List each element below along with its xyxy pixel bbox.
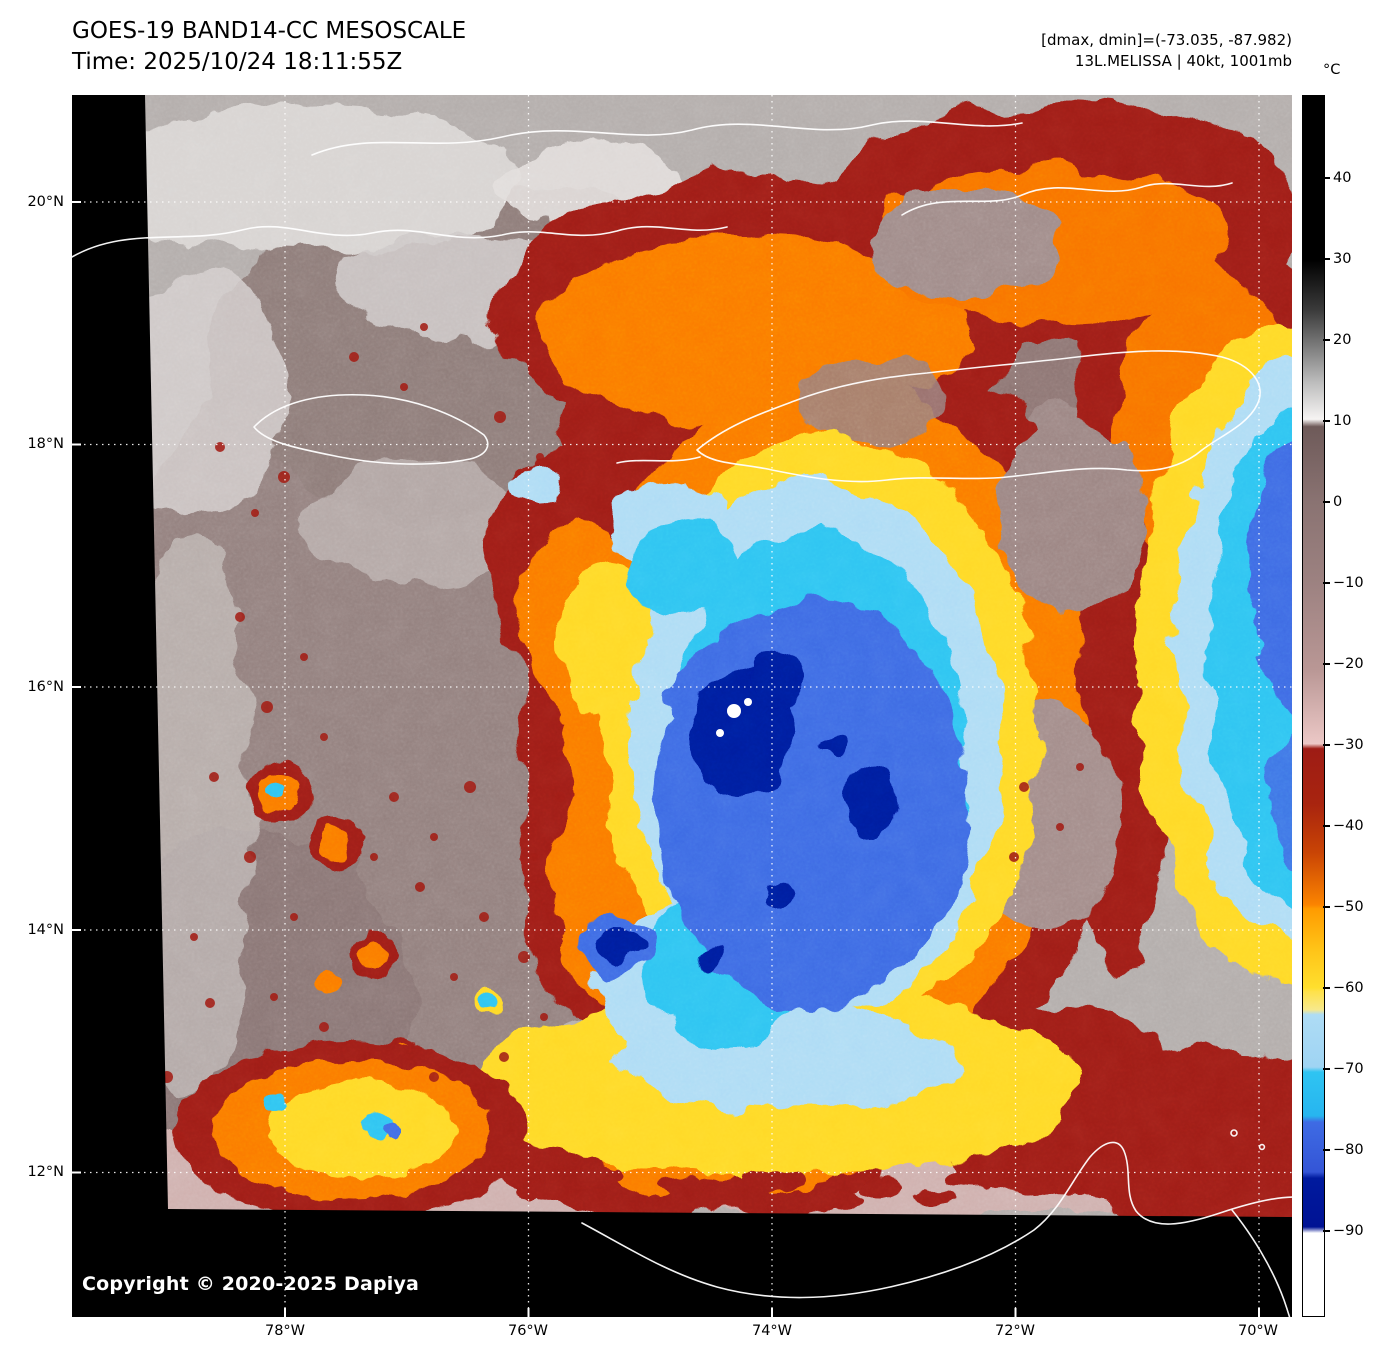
colorbar-tick-m60: −60 xyxy=(1323,980,1364,996)
colorbar-tick-m20: −20 xyxy=(1323,656,1364,672)
header-right: [dmax, dmin]=(-73.035, -87.982) 13L.MELI… xyxy=(1041,30,1292,72)
colorbar-tick-m90: −90 xyxy=(1323,1223,1364,1239)
lon-label-76w: 76°W xyxy=(507,1323,549,1339)
colorbar-tick-m50: −50 xyxy=(1323,899,1364,915)
axis-ticks xyxy=(72,201,1260,1317)
satellite-map: Copyright © 2020-2025 Dapiya xyxy=(72,95,1292,1317)
colorbar-tick-m10: −10 xyxy=(1323,575,1364,591)
noise-overlay-coarse xyxy=(145,95,1292,1217)
lat-label-16n: 16°N xyxy=(27,679,64,695)
lon-label-74w: 74°W xyxy=(751,1323,793,1339)
lat-label-18n: 18°N xyxy=(27,436,64,452)
colorbar-tick-20: 20 xyxy=(1322,332,1352,348)
lat-label-20n: 20°N xyxy=(27,194,64,210)
colorbar-tick-m80: −80 xyxy=(1323,1142,1364,1158)
satellite-imagery-svg xyxy=(72,95,1292,1317)
lon-label-78w: 78°W xyxy=(264,1323,306,1339)
colorbar-unit: °C xyxy=(1323,62,1341,78)
lon-label-72w: 72°W xyxy=(994,1323,1036,1339)
colorbar xyxy=(1302,95,1325,1317)
range-readout: [dmax, dmin]=(-73.035, -87.982) xyxy=(1041,31,1292,49)
colorbar-tick-10: 10 xyxy=(1322,413,1352,429)
colorbar-tick-m70: −70 xyxy=(1323,1061,1364,1077)
storm-readout: 13L.MELISSA | 40kt, 1001mb xyxy=(1074,52,1292,70)
colorbar-tick-30: 30 xyxy=(1322,251,1352,267)
timestamp: Time: 2025/10/24 18:11:55Z xyxy=(72,49,403,75)
colorbar-tick-40: 40 xyxy=(1322,170,1352,186)
lat-label-12n: 12°N xyxy=(27,1164,64,1180)
header-left: GOES-19 BAND14-CC MESOSCALE Time: 2025/1… xyxy=(72,16,466,78)
colorbar-tick-0: 0 xyxy=(1322,494,1343,510)
colorbar-tick-m30: −30 xyxy=(1323,737,1364,753)
product-title: GOES-19 BAND14-CC MESOSCALE xyxy=(72,18,467,44)
lon-label-70w: 70°W xyxy=(1237,1323,1279,1339)
lat-label-14n: 14°N xyxy=(27,922,64,938)
data-region xyxy=(145,95,1292,1217)
coastlines xyxy=(72,120,1292,1317)
copyright: Copyright © 2020-2025 Dapiya xyxy=(82,1273,420,1295)
colorbar-tick-m40: −40 xyxy=(1323,818,1364,834)
